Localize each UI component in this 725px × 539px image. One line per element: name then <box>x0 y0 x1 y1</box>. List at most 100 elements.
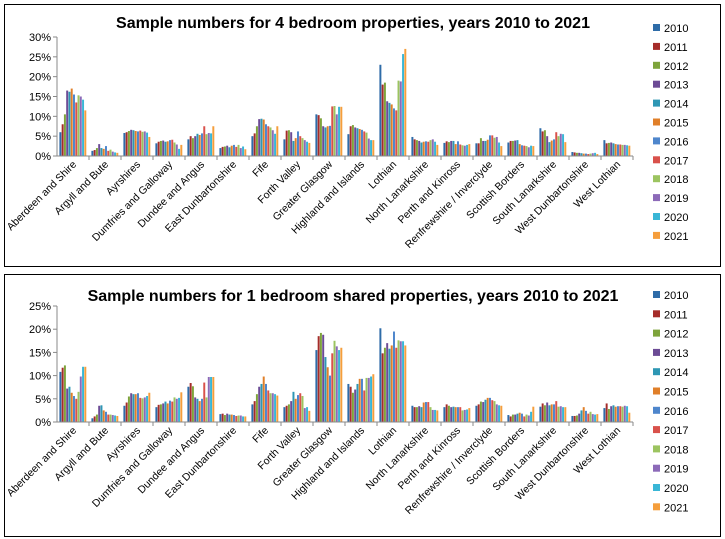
bar <box>500 146 503 156</box>
bar <box>93 150 96 156</box>
bar <box>178 397 181 422</box>
bar <box>187 386 190 422</box>
bar <box>143 131 146 156</box>
bar <box>370 140 373 156</box>
bar <box>196 133 199 156</box>
legend-label: 2013 <box>664 348 688 360</box>
bar <box>585 153 587 156</box>
bar <box>308 410 311 422</box>
chart-title: Sample numbers for 1 bedroom shared prop… <box>88 288 619 305</box>
bar <box>132 130 135 156</box>
bar <box>404 345 407 422</box>
bar <box>427 402 430 422</box>
bar <box>553 139 555 156</box>
bar <box>379 64 382 156</box>
bar <box>79 376 82 422</box>
bar <box>294 398 297 422</box>
bar <box>98 144 101 156</box>
bar <box>575 415 578 422</box>
bar <box>450 140 453 156</box>
bar <box>351 125 354 156</box>
bar <box>525 146 528 156</box>
bar <box>381 84 384 156</box>
bar <box>434 409 437 422</box>
bar <box>66 90 69 156</box>
bar <box>454 144 457 156</box>
bar <box>516 140 519 156</box>
bar <box>130 129 133 156</box>
bar <box>383 347 386 422</box>
bar <box>255 394 258 422</box>
bar <box>518 412 521 422</box>
bar <box>390 104 393 156</box>
bar <box>260 118 263 156</box>
bar <box>587 154 590 156</box>
bar <box>107 150 110 156</box>
legend-label: 2015 <box>664 118 688 130</box>
bar <box>63 365 66 422</box>
bar <box>169 140 171 156</box>
bar <box>619 406 622 422</box>
bar <box>372 140 375 156</box>
y-tick-label: 0% <box>35 151 51 163</box>
bar <box>329 375 331 422</box>
bar <box>77 95 80 156</box>
bar <box>459 144 462 156</box>
bar <box>475 143 478 156</box>
bar <box>175 144 178 156</box>
legend-swatch <box>653 387 660 395</box>
bar <box>521 413 523 422</box>
bar <box>171 401 174 422</box>
chart-4-bedroom: Sample numbers for 4 bedroom properties,… <box>5 15 688 251</box>
bar <box>557 136 560 156</box>
bar <box>557 406 560 422</box>
legend-swatch <box>653 42 660 50</box>
bar <box>187 139 190 156</box>
bar <box>262 376 265 422</box>
bar <box>484 399 487 422</box>
bar <box>162 403 165 422</box>
bar <box>454 407 457 422</box>
bar <box>493 137 496 156</box>
bar <box>155 143 158 156</box>
bar <box>228 147 231 156</box>
bar <box>395 347 398 422</box>
bar <box>79 96 82 156</box>
bar <box>155 407 158 422</box>
bar <box>390 345 393 422</box>
y-tick-label: 15% <box>29 92 51 104</box>
bar <box>413 139 416 156</box>
legend-swatch <box>653 484 660 491</box>
bar <box>244 149 247 156</box>
bar <box>253 133 256 156</box>
bar <box>527 415 530 422</box>
bar <box>617 406 619 422</box>
bar <box>274 133 277 156</box>
bar <box>555 132 558 156</box>
bar <box>180 144 183 156</box>
bar <box>397 340 400 422</box>
legend-label: 2012 <box>664 61 688 73</box>
bar <box>203 126 206 156</box>
bar <box>468 408 471 422</box>
bar <box>621 406 624 422</box>
bar <box>612 143 615 156</box>
bar <box>365 132 368 156</box>
bar <box>157 404 160 422</box>
bar <box>605 143 608 156</box>
bar <box>628 145 631 156</box>
bar <box>235 415 238 422</box>
bar <box>422 402 425 422</box>
bar <box>623 144 626 156</box>
bar <box>63 114 66 156</box>
y-tick-label: 0% <box>35 417 51 429</box>
chart-panel-1-bedroom-shared: Sample numbers for 1 bedroom shared prop… <box>4 274 721 537</box>
bar <box>70 392 73 422</box>
bar <box>516 413 519 422</box>
bar <box>326 126 329 156</box>
bar <box>393 108 395 156</box>
bar <box>463 145 466 156</box>
bar <box>91 150 94 156</box>
bar <box>612 405 615 422</box>
bar <box>159 140 162 156</box>
